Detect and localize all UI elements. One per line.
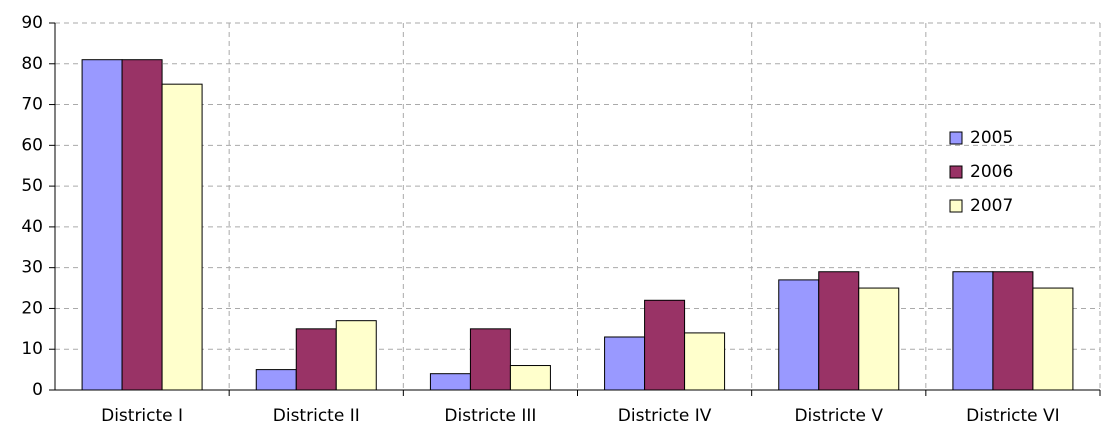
bar xyxy=(1032,287,1074,391)
bar xyxy=(335,320,377,391)
bar xyxy=(858,287,900,391)
bar xyxy=(161,83,203,391)
y-tick-label: 90 xyxy=(21,13,43,33)
bar xyxy=(509,365,551,391)
y-tick-label: 20 xyxy=(21,298,43,318)
bar xyxy=(992,271,1034,391)
bar xyxy=(255,369,297,391)
legend-swatch xyxy=(949,165,963,179)
y-tick-label: 60 xyxy=(21,135,43,155)
y-tick-label: 50 xyxy=(21,176,43,196)
bar xyxy=(604,336,646,391)
x-tick-label: Districte II xyxy=(273,406,360,426)
legend-swatch xyxy=(949,199,963,213)
bar xyxy=(778,279,820,391)
bar xyxy=(81,59,123,391)
bar xyxy=(644,299,686,391)
x-tick-label: Districte V xyxy=(794,406,883,426)
x-tick-label: Districte VI xyxy=(966,406,1060,426)
y-tick-label: 80 xyxy=(21,54,43,74)
x-tick-label: Districte IV xyxy=(618,406,712,426)
bar xyxy=(121,59,163,391)
bar xyxy=(952,271,994,391)
y-tick-label: 40 xyxy=(21,217,43,237)
x-tick-label: Districte III xyxy=(444,406,536,426)
legend-label: 2006 xyxy=(970,162,1013,182)
legend-label: 2005 xyxy=(970,128,1013,148)
x-tick-label: Districte I xyxy=(101,406,183,426)
y-tick-label: 30 xyxy=(21,258,43,278)
bar xyxy=(295,328,337,391)
bar xyxy=(469,328,511,391)
legend-swatch xyxy=(949,131,963,145)
bar xyxy=(818,271,860,391)
bar xyxy=(429,373,471,391)
y-tick-label: 10 xyxy=(21,339,43,359)
bar xyxy=(684,332,726,391)
y-tick-label: 0 xyxy=(32,380,43,400)
y-tick-label: 70 xyxy=(21,95,43,115)
legend-label: 2007 xyxy=(970,196,1013,216)
